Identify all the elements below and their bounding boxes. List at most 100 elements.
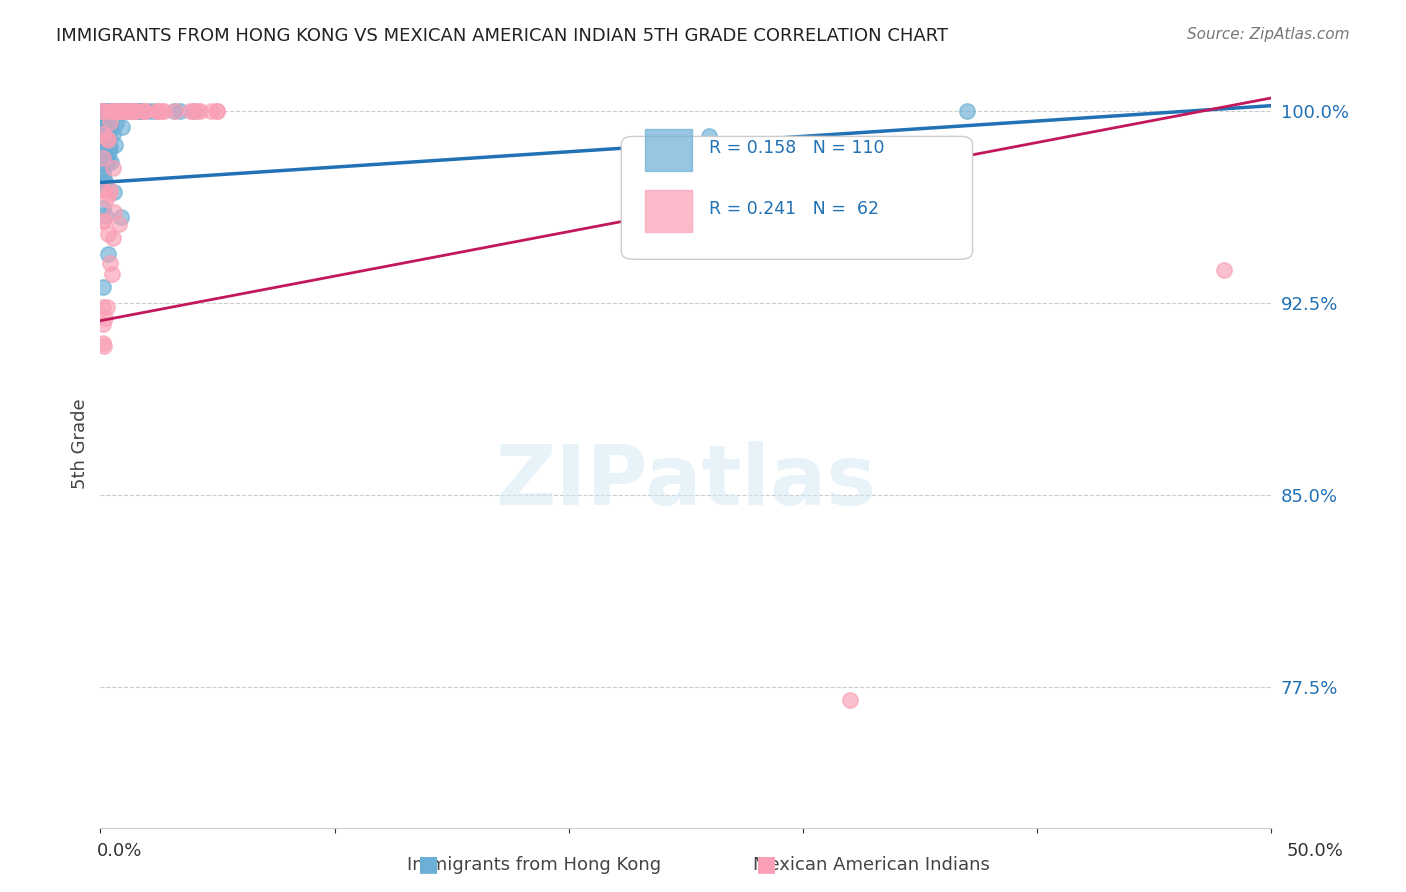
Point: [107, 103, 129, 118]
Point: [108, 103, 131, 118]
Point: [104, 103, 127, 118]
Point: [103, 105, 125, 120]
Point: [112, 103, 135, 118]
Point: [98, 103, 121, 118]
Point: [103, 205, 125, 219]
Text: Immigrants from Hong Kong: Immigrants from Hong Kong: [408, 855, 661, 873]
Point: [94, 123, 117, 137]
Point: [207, 103, 229, 118]
Point: [97, 114, 120, 128]
Point: [98, 103, 121, 118]
Point: [107, 103, 129, 118]
Point: [118, 103, 141, 118]
Point: [138, 103, 160, 118]
Point: [98, 183, 121, 197]
Point: [134, 103, 156, 118]
Point: [111, 103, 134, 118]
Point: [101, 103, 124, 118]
Point: [152, 103, 174, 118]
Point: [98, 140, 121, 154]
Point: [110, 103, 132, 118]
Point: [91, 103, 114, 118]
Point: [107, 103, 129, 118]
Point: [91, 178, 114, 192]
Point: [122, 103, 145, 118]
Point: [93, 137, 115, 152]
Point: [103, 103, 125, 118]
Point: [103, 103, 125, 118]
Point: [94, 148, 117, 162]
Point: [96, 103, 118, 118]
Text: ■: ■: [419, 854, 439, 873]
Point: [91, 103, 114, 118]
Point: [93, 103, 115, 118]
Point: [112, 103, 135, 118]
Text: ■: ■: [756, 854, 776, 873]
Text: Mexican American Indians: Mexican American Indians: [754, 855, 990, 873]
Point: [100, 103, 122, 118]
Point: [101, 127, 124, 141]
Point: [91, 214, 114, 228]
Point: [98, 186, 121, 201]
Bar: [645, 128, 692, 171]
Point: [96, 153, 118, 168]
Point: [103, 103, 125, 118]
Point: [114, 103, 136, 118]
Point: [96, 192, 118, 206]
Point: [91, 151, 114, 165]
Point: [91, 103, 114, 118]
Point: [105, 103, 128, 118]
Point: [117, 103, 139, 118]
Point: [98, 121, 121, 136]
Point: [93, 103, 115, 118]
Point: [111, 103, 134, 118]
Point: [94, 156, 117, 170]
Point: [100, 114, 122, 128]
Point: [103, 185, 125, 199]
Point: [91, 183, 114, 197]
Text: IMMIGRANTS FROM HONG KONG VS MEXICAN AMERICAN INDIAN 5TH GRADE CORRELATION CHART: IMMIGRANTS FROM HONG KONG VS MEXICAN AME…: [56, 27, 949, 45]
Point: [181, 103, 204, 118]
Point: [100, 103, 122, 118]
Point: [125, 103, 148, 118]
Point: [117, 103, 139, 118]
Point: [97, 227, 120, 241]
Point: [103, 103, 125, 118]
Point: [100, 256, 122, 270]
Point: [93, 339, 115, 353]
Point: [96, 117, 118, 131]
Point: [100, 106, 122, 120]
Point: [91, 155, 114, 169]
Point: [107, 103, 129, 118]
Bar: [645, 190, 692, 233]
Point: [94, 310, 117, 325]
Point: [91, 169, 114, 184]
Point: [96, 300, 118, 314]
Point: [104, 103, 127, 118]
Point: [956, 103, 979, 118]
Text: 50.0%: 50.0%: [1286, 842, 1343, 860]
Point: [94, 174, 117, 188]
Point: [124, 103, 146, 118]
Point: [150, 103, 173, 118]
Point: [112, 103, 135, 118]
FancyBboxPatch shape: [621, 136, 973, 260]
Point: [114, 103, 136, 118]
Point: [108, 218, 131, 232]
Point: [97, 128, 120, 142]
Point: [163, 103, 186, 118]
Point: [100, 116, 122, 130]
Point: [107, 103, 129, 118]
Point: [97, 247, 120, 261]
Point: [96, 103, 118, 118]
Point: [125, 103, 148, 118]
Point: [93, 143, 115, 157]
Text: 0.0%: 0.0%: [97, 842, 142, 860]
Point: [103, 103, 125, 118]
Point: [111, 103, 134, 118]
Point: [110, 103, 132, 118]
Point: [111, 103, 134, 118]
Point: [96, 131, 118, 145]
Point: [105, 103, 128, 118]
Point: [115, 103, 138, 118]
